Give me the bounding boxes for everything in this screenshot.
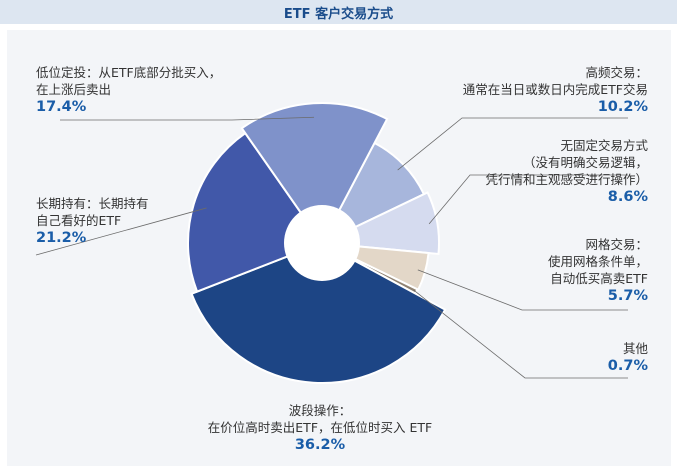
pie-slice-swing [190, 241, 447, 384]
leader-line-low-entry [60, 116, 315, 121]
label-long-term-line1: 长期持有：长期持有 [36, 196, 149, 211]
label-grid-line2: 使用网格条件单， [547, 254, 648, 269]
label-grid-percent: 5.7% [607, 288, 648, 304]
label-low-entry-line2: 在上涨后卖出 [36, 82, 112, 97]
label-low-entry: 低位定投：从ETF底部分批买入， 在上涨后卖出 17.4% [36, 64, 221, 116]
label-no-fixed-line1: 无固定交易方式 [560, 138, 648, 153]
label-high-freq-line2: 通常在当日或数日内完成ETF交易 [462, 82, 648, 97]
label-long-term-line2: 自己看好的ETF [36, 213, 122, 228]
chart-title: ETF 客户交易方式 [283, 6, 394, 22]
leader-line-other [413, 289, 628, 379]
label-high-freq: 高频交易： 通常在当日或数日内完成ETF交易 10.2% [463, 64, 648, 116]
label-low-entry-percent: 17.4% [36, 99, 87, 115]
label-swing-line1: 波段操作： [288, 403, 352, 418]
leader-line-grid [417, 269, 628, 311]
pie-slice-low-entry [240, 102, 389, 245]
chart-title-bar: ETF 客户交易方式 [0, 0, 677, 24]
label-swing-line2: 在价位高时卖出ETF，在低位时买入 ETF [207, 420, 433, 435]
label-swing-percent: 36.2% [294, 437, 346, 453]
label-high-freq-line1: 高频交易： [585, 65, 648, 80]
label-no-fixed-line2: （没有明确交易逻辑， [522, 155, 648, 170]
donut-hole [284, 205, 360, 281]
label-low-entry-line1: 低位定投：从ETF底部分批买入， [36, 65, 222, 80]
leader-line-no-fixed [428, 174, 628, 225]
label-no-fixed-percent: 8.6% [607, 189, 648, 205]
label-other: 其他 0.7% [608, 340, 648, 375]
label-other-percent: 0.7% [607, 358, 648, 374]
leader-line-high-freq [397, 117, 628, 171]
label-grid: 网格交易： 使用网格条件单， 自动低买高卖ETF 5.7% [548, 236, 648, 305]
leader-lines [35, 116, 628, 379]
label-high-freq-percent: 10.2% [597, 99, 648, 115]
label-swing: 波段操作： 在价位高时卖出ETF，在低位时买入 ETF 36.2% [160, 402, 480, 454]
label-long-term: 长期持有：长期持有 自己看好的ETF 21.2% [36, 195, 149, 247]
label-other-line1: 其他 [622, 341, 648, 356]
label-no-fixed: 无固定交易方式 （没有明确交易逻辑， 凭行情和主观感受进行操作） 8.6% [485, 137, 648, 206]
label-no-fixed-line3: 凭行情和主观感受进行操作） [485, 172, 648, 187]
leader-line-long-term [35, 207, 207, 256]
label-grid-line1: 网格交易： [585, 237, 648, 252]
label-grid-line3: 自动低买高卖ETF [550, 271, 648, 286]
label-long-term-percent: 21.2% [36, 230, 87, 246]
